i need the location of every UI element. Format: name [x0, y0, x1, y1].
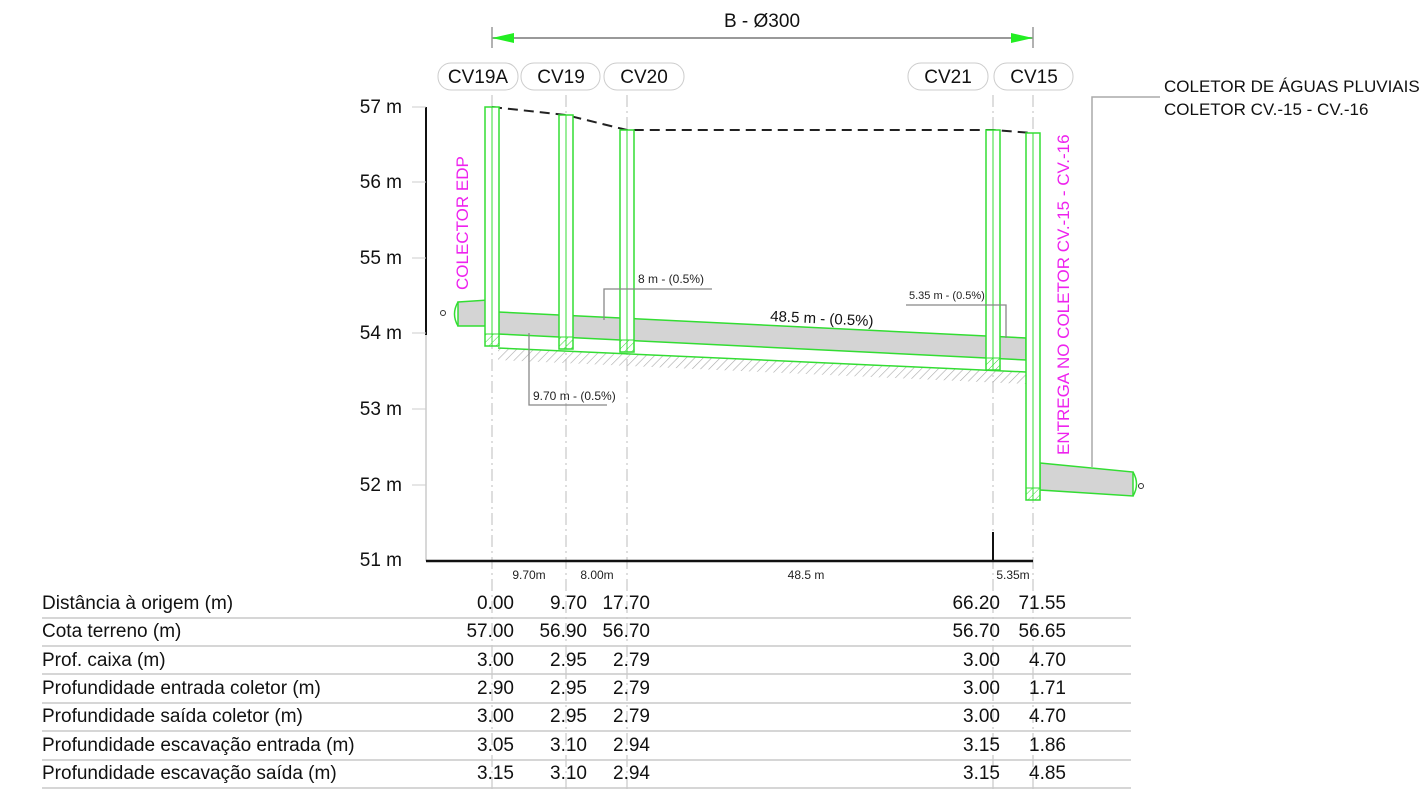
- chamber-labels: CV19A CV19 CV20 CV21 CV15: [437, 62, 1074, 91]
- table-row-label: Profundidade saída coletor (m): [42, 706, 303, 727]
- y-tick-label: 57 m: [360, 97, 402, 118]
- manholes: [484, 106, 1041, 501]
- table-cell: 3.00: [477, 706, 514, 727]
- title: B - Ø300: [724, 11, 800, 32]
- delivery-label: ENTREGA NO COLETOR CV.-15 - CV.-16: [1054, 134, 1073, 455]
- table-row-label: Cota terreno (m): [42, 621, 182, 642]
- y-tick-label: 52 m: [360, 475, 402, 496]
- distance-label: 9.70m: [512, 568, 545, 582]
- callout: COLETOR DE ÁGUAS PLUVIAIS COLETOR CV.-15…: [1091, 77, 1419, 467]
- pipe-end-icon: [1138, 483, 1144, 489]
- table-cell: 3.00: [963, 678, 1000, 699]
- table-cell: 1.86: [1029, 735, 1066, 756]
- table-cell: 2.95: [550, 650, 587, 671]
- segment-label: 5.35 m - (0.5%): [909, 290, 985, 302]
- distance-label: 8.00m: [580, 568, 613, 582]
- y-tick-label: 55 m: [360, 248, 402, 269]
- table-row-label: Profundidade entrada coletor (m): [42, 678, 321, 699]
- table-cell: 3.15: [963, 735, 1000, 756]
- manhole-cv20: [619, 129, 635, 353]
- table-cell: 3.10: [550, 763, 587, 784]
- callout-line1: COLETOR DE ÁGUAS PLUVIAIS: [1164, 77, 1419, 96]
- excavation-hatch: [498, 348, 1026, 384]
- chamber-label: CV19: [537, 67, 585, 88]
- distance-labels: 9.70m 8.00m 48.5 m 5.35m: [512, 568, 1029, 582]
- table-cell: 4.70: [1029, 650, 1066, 671]
- table-cell: 1.71: [1029, 678, 1066, 699]
- table-cell: 3.00: [477, 650, 514, 671]
- table-cell: 3.15: [963, 763, 1000, 784]
- table-cell: 9.70: [550, 593, 587, 614]
- table-cell: 3.05: [477, 735, 514, 756]
- pipe-end-icon: [440, 310, 446, 316]
- table-cell: 2.79: [613, 706, 650, 727]
- distance-label: 5.35m: [996, 568, 1029, 582]
- table-cell: 56.70: [952, 621, 1000, 642]
- table-cell: 3.00: [963, 706, 1000, 727]
- table-row-label: Prof. caixa (m): [42, 650, 166, 671]
- manhole-cv15: [1025, 132, 1041, 501]
- table-cell: 2.95: [550, 706, 587, 727]
- table-cell: 2.94: [613, 763, 650, 784]
- segment-label: 8 m - (0.5%): [638, 272, 704, 286]
- table-cell: 4.70: [1029, 706, 1066, 727]
- arrow-left-icon: [492, 33, 514, 43]
- excavation-line: [497, 347, 1027, 373]
- y-tick-label: 56 m: [360, 172, 402, 193]
- table-row-label: Distância à origem (m): [42, 593, 234, 614]
- table-cell: 56.90: [539, 621, 587, 642]
- distance-label: 48.5 m: [788, 568, 825, 582]
- manhole-cv19a: [484, 106, 500, 347]
- table-rules: [42, 617, 1131, 789]
- table-cell: 2.90: [477, 678, 514, 699]
- y-tick-label: 51 m: [360, 550, 402, 571]
- chamber-label: CV15: [1010, 67, 1058, 88]
- table-cell: 2.79: [613, 678, 650, 699]
- callout-line2: COLETOR CV.-15 - CV.-16: [1164, 100, 1368, 119]
- table-cell: 3.00: [963, 650, 1000, 671]
- table-cell: 2.94: [613, 735, 650, 756]
- table-cell: 56.70: [602, 621, 650, 642]
- chamber-label: CV20: [620, 67, 668, 88]
- y-tick-label: 54 m: [360, 323, 402, 344]
- table-cell: 56.65: [1018, 621, 1066, 642]
- arrow-right-icon: [1011, 33, 1033, 43]
- table-cell: 3.10: [550, 735, 587, 756]
- title-dimension: B - Ø300: [491, 11, 1034, 48]
- main-segment-label: 48.5 m - (0.5%): [770, 308, 874, 330]
- collector-edp-label: COLECTOR EDP: [453, 156, 472, 290]
- outlet-pipe: [1039, 462, 1134, 497]
- inlet-pipe: [457, 299, 489, 327]
- y-axis: 57 m 56 m 55 m 54 m 53 m 52 m 51 m: [360, 97, 427, 571]
- table-cell: 57.00: [466, 621, 514, 642]
- table-cell: 4.85: [1029, 763, 1066, 784]
- manhole-cv19: [558, 114, 574, 350]
- table-row-label: Profundidade escavação saída (m): [42, 763, 337, 784]
- chamber-label: CV21: [924, 67, 972, 88]
- table-cell: 71.55: [1018, 593, 1066, 614]
- segment-label: 9.70 m - (0.5%): [533, 389, 616, 403]
- table-cell: 2.95: [550, 678, 587, 699]
- table-cell: 66.20: [952, 593, 1000, 614]
- table-cell: 2.79: [613, 650, 650, 671]
- manhole-cv21: [985, 129, 1001, 371]
- segment-labels: 9.70 m - (0.5%) 8 m - (0.5%) 5.35 m - (0…: [528, 272, 1007, 406]
- table-cell: 17.70: [602, 593, 650, 614]
- table-cell: 3.15: [477, 763, 514, 784]
- table-row-label: Profundidade escavação entrada (m): [42, 735, 355, 756]
- table-cell: 0.00: [477, 593, 514, 614]
- y-tick-label: 53 m: [360, 399, 402, 420]
- chamber-label: CV19A: [448, 67, 509, 88]
